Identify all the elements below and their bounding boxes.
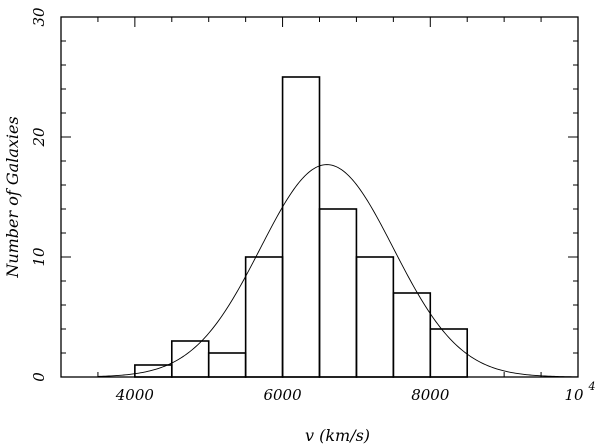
histogram-bar [170, 340, 210, 378]
axis-ticks [60, 16, 579, 378]
x-tick-label: 6000 [263, 386, 302, 404]
histogram-bar [207, 352, 247, 378]
x-axis-label: v (km/s) [305, 426, 370, 445]
histogram-bar [244, 256, 284, 378]
x-tick-label: 4000 [115, 386, 155, 404]
x-tick-label: 8000 [411, 386, 450, 404]
y-tick-label: 10 [30, 247, 48, 267]
histogram-bar [281, 76, 321, 378]
gaussian-fit-layer [97, 164, 579, 378]
histogram-bar [355, 256, 395, 378]
y-axis-label: Number of Galaxies [3, 116, 22, 278]
histogram-bar [134, 364, 173, 378]
histogram-bars [134, 76, 469, 378]
y-tick-label: 30 [30, 7, 48, 27]
x-tick-exponent: 4 [588, 380, 596, 393]
x-tick-label: 10 [564, 386, 584, 404]
histogram-bar [318, 208, 358, 378]
gaussian-fit-curve [97, 164, 579, 378]
axis-tick-labels: 4000 6000 8000 10 4 0 10 20 30 [30, 7, 596, 404]
y-tick-label: 20 [30, 127, 48, 148]
y-tick-label: 0 [30, 372, 48, 382]
histogram-bar [429, 328, 469, 378]
